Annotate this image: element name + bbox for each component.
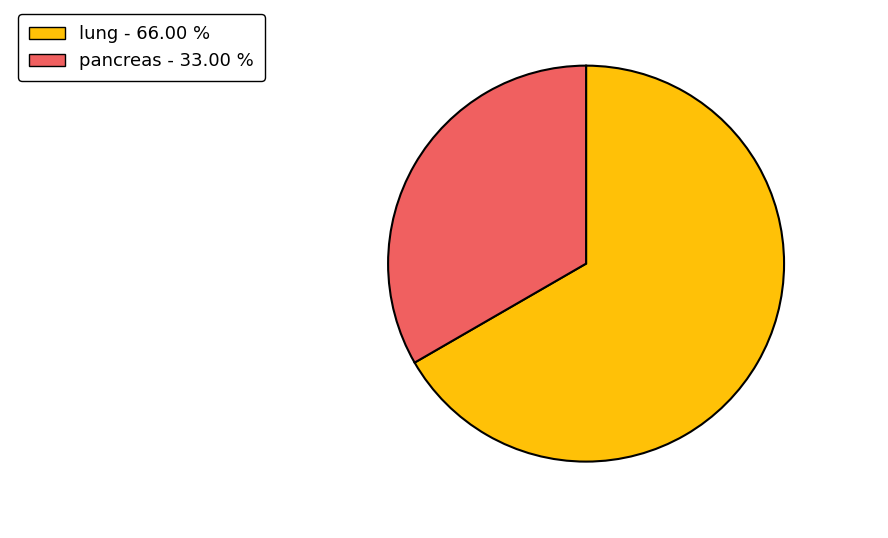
Wedge shape (415, 66, 784, 462)
Legend: lung - 66.00 %, pancreas - 33.00 %: lung - 66.00 %, pancreas - 33.00 % (18, 15, 265, 81)
Wedge shape (388, 66, 586, 363)
